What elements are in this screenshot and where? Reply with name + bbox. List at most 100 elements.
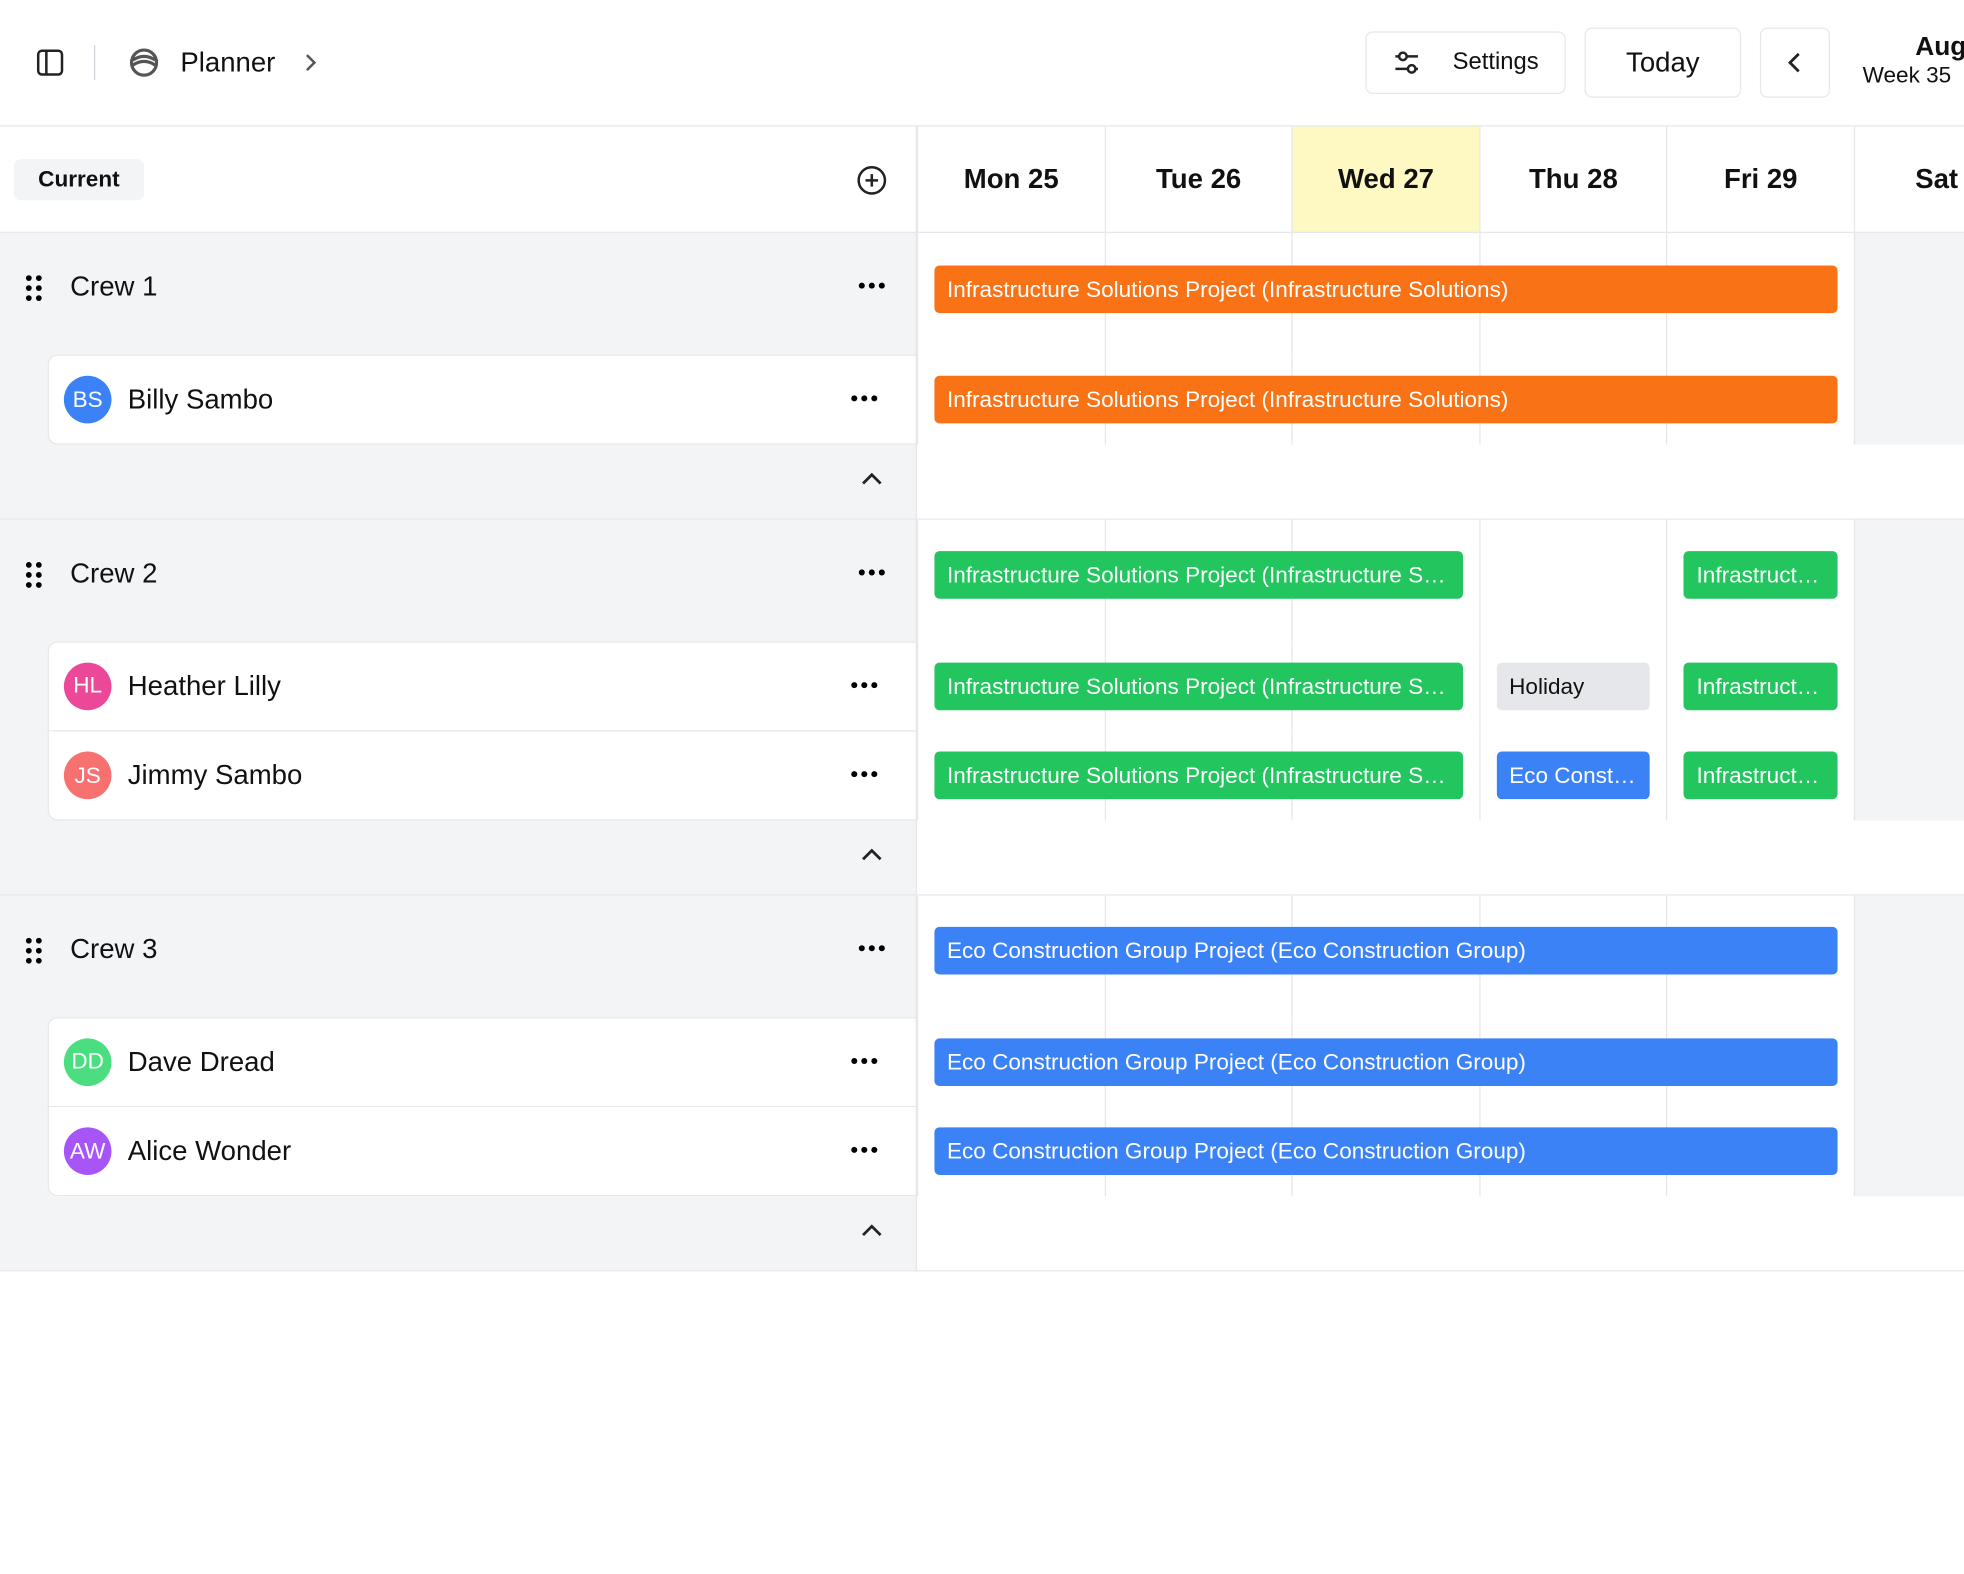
chevron — [306, 54, 317, 72]
day-header: Fri 29 — [1666, 126, 1854, 233]
crew-name: Crew 3 — [70, 932, 158, 964]
event[interactable]: Holiday — [1496, 661, 1651, 710]
settings-button[interactable]: Settings — [1365, 31, 1566, 94]
drag-icon — [25, 275, 42, 301]
event[interactable]: Infrastructure Solutions Project (Infras… — [1683, 551, 1838, 599]
member-name: Jimmy Sambo — [127, 759, 303, 791]
drag-icon — [25, 937, 42, 963]
event[interactable]: Infrastructure Solutions Project (Infras… — [1683, 751, 1838, 800]
day-header: Sat 3 — [1853, 126, 1964, 233]
day-header: Wed 27 — [1291, 126, 1480, 233]
event[interactable]: Infrastructure Solutions Project (Infras… — [1683, 661, 1838, 710]
event[interactable]: Infrastructure Solutions Project (Infras… — [934, 264, 1838, 313]
event[interactable]: Infrastructure Solutions Project (Infras… — [934, 551, 1463, 599]
more-icon — [858, 944, 885, 951]
collapse-row — [0, 1195, 917, 1270]
member-row — [47, 354, 917, 445]
drag-handle[interactable] — [25, 274, 43, 302]
month: Aug — [1915, 32, 1964, 62]
event[interactable]: Eco Construction Group Project (Eco Cons… — [934, 1037, 1838, 1086]
event[interactable]: Eco Construction Group Project (Eco Cons… — [934, 926, 1838, 975]
day-cell — [1479, 519, 1667, 641]
day-cell — [1853, 519, 1964, 641]
list-header: Current — [0, 127, 917, 233]
more-button[interactable] — [854, 554, 889, 589]
day-header: Tue 26 — [1104, 126, 1292, 233]
day-header: Mon 25 — [916, 126, 1105, 233]
drag-handle[interactable] — [25, 561, 43, 589]
collapse-icon — [862, 472, 882, 484]
add-button[interactable] — [857, 165, 887, 195]
avatar: HL — [63, 661, 112, 710]
more-icon — [851, 395, 878, 402]
crew-row — [0, 232, 917, 355]
section-border — [0, 893, 1964, 895]
more-icon — [851, 681, 878, 688]
member-name: Billy Sambo — [127, 383, 274, 415]
prev-icon — [1788, 52, 1800, 73]
collapse-button[interactable] — [859, 845, 884, 863]
week: Week 35 — [1862, 62, 1952, 88]
collapse-button[interactable] — [859, 1221, 884, 1239]
section-border — [0, 1269, 1964, 1271]
filter-chip[interactable]: Current — [13, 159, 145, 201]
collapse-row — [0, 444, 917, 518]
more-icon — [851, 1146, 878, 1153]
collapse-icon — [862, 1223, 882, 1236]
event[interactable]: Eco Construction Group Project (Eco Cons… — [934, 1127, 1838, 1175]
more-button[interactable] — [847, 1132, 882, 1167]
avatar: BS — [63, 375, 112, 424]
breadcrumb[interactable]: Planner — [180, 46, 276, 78]
top-bar: Planner Settings Today Aug Week 35 — [0, 0, 1964, 127]
avatar: AW — [63, 1127, 112, 1175]
planner-icon — [129, 48, 159, 77]
day-cell — [1853, 894, 1964, 1017]
settings-label: Settings — [1452, 48, 1539, 76]
more-button[interactable] — [854, 930, 889, 965]
collapse-row — [0, 819, 917, 894]
event[interactable]: Eco Construction Group Project (Eco Cons… — [1496, 751, 1651, 800]
member-row — [47, 730, 917, 821]
member-row — [47, 1016, 917, 1107]
more-button[interactable] — [847, 757, 882, 792]
settings-icon — [1394, 51, 1418, 74]
prev-button[interactable] — [1759, 27, 1831, 98]
crew-row — [0, 519, 917, 641]
crew-row — [0, 894, 917, 1017]
more-button[interactable] — [854, 268, 889, 303]
member-name: Heather Lilly — [127, 669, 281, 701]
more-icon — [858, 568, 885, 575]
member-name: Dave Dread — [127, 1045, 275, 1077]
divider — [93, 45, 96, 81]
more-button[interactable] — [847, 667, 882, 702]
crew-name: Crew 1 — [70, 270, 158, 302]
section-border — [0, 517, 1964, 520]
more-button[interactable] — [847, 381, 882, 416]
member-name: Alice Wonder — [127, 1134, 292, 1167]
more-icon — [858, 282, 885, 289]
more-icon — [851, 771, 878, 778]
event[interactable]: Infrastructure Solutions Project (Infras… — [934, 661, 1463, 710]
day-cell — [1853, 232, 1964, 355]
more-button[interactable] — [847, 1043, 882, 1078]
event[interactable]: Infrastructure Solutions Project (Infras… — [934, 751, 1463, 800]
sidebar-toggle[interactable] — [36, 49, 64, 77]
event[interactable]: Infrastructure Solutions Project (Infras… — [934, 375, 1838, 424]
avatar: DD — [63, 1037, 112, 1086]
day-cell — [1853, 1106, 1964, 1197]
drag-handle[interactable] — [25, 936, 43, 964]
day-cell — [1853, 730, 1964, 821]
day-cell — [1853, 354, 1964, 445]
collapse-button[interactable] — [859, 469, 884, 487]
day-header: Thu 28 — [1479, 126, 1667, 233]
day-cell — [1853, 1016, 1964, 1107]
avatar: JS — [63, 751, 112, 800]
drag-icon — [25, 561, 42, 588]
crew-name: Crew 2 — [70, 556, 158, 589]
member-row — [47, 1106, 917, 1197]
divider — [915, 126, 917, 1271]
today-button[interactable]: Today — [1584, 27, 1742, 98]
collapse-icon — [862, 847, 882, 860]
